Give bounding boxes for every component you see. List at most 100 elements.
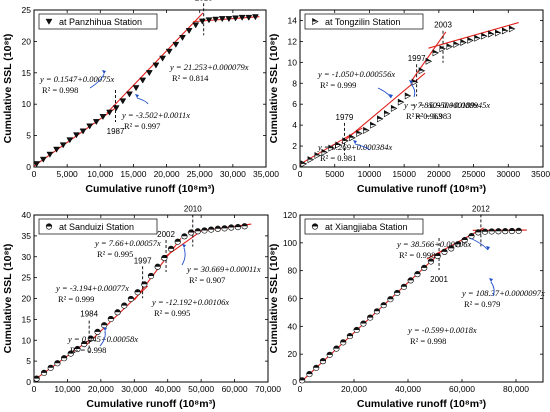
data-point (106, 109, 113, 116)
data-point (245, 14, 253, 21)
fit-r2-5: R² = 0.998 (70, 345, 106, 355)
break-year-1987: 1987 (107, 127, 125, 136)
y-tick-label: 10 (22, 99, 32, 109)
data-point (139, 77, 147, 84)
data-point (79, 128, 87, 135)
data-point (192, 22, 200, 29)
y-axis-title: Cumulative SSL (10⁸t) (2, 34, 14, 144)
plot-frame (299, 9, 544, 168)
data-point (92, 119, 100, 126)
arrow-head (486, 246, 490, 250)
data-point (66, 137, 74, 144)
plot-frame (33, 9, 267, 168)
x-tick-label: 40,000 (155, 384, 181, 394)
data-point (185, 28, 193, 35)
x-tick-label: 20000 (427, 169, 451, 179)
fit-equation-2: y = -3.502+0.0011x (121, 110, 190, 120)
fit-r2-4: R² = 0.995 (154, 308, 190, 318)
fit-r2-3: R² = 0.998 (410, 336, 446, 346)
fit-equation-3: y = 0.269+0.000384x (317, 142, 392, 152)
x-tick-label: 30,000 (220, 169, 246, 179)
data-point (232, 15, 239, 22)
fit-line-3 (410, 31, 447, 82)
y-tick-label: 10 (22, 335, 32, 345)
y-tick-label: 5 (26, 356, 31, 366)
annotation-arrow (136, 97, 149, 105)
x-axis-title: Cumulative runoff (10⁸m³) (357, 398, 486, 410)
fit-line-2 (341, 72, 426, 144)
x-tick-label: 50,000 (188, 384, 214, 394)
y-tick-label: 40 (22, 210, 32, 220)
arrow-head (389, 94, 393, 98)
fit-r2-3: R² = 0.907 (189, 275, 225, 285)
annotation-arrow (99, 330, 106, 347)
arrow-head (103, 327, 107, 331)
y-axis-title: Cumulative SSL (10⁸t) (268, 34, 280, 144)
data-point (218, 16, 226, 23)
annotation-arrow (354, 143, 371, 151)
legend: at Panzhihua Station (38, 13, 158, 30)
x-axis-title: Cumulative runoff (10⁸m³) (85, 183, 214, 195)
data-point (45, 18, 53, 25)
break-year-1984: 1984 (80, 310, 98, 319)
arrow-head (182, 244, 186, 248)
y-tick-label: 15 (22, 314, 32, 324)
break-year-2012: 2012 (472, 204, 490, 213)
data-point (53, 146, 60, 153)
y-tick-label: 120 (283, 210, 297, 220)
arrow-head (353, 140, 357, 144)
annotation-arrow (89, 73, 105, 89)
legend-label: at Panzhihua Station (59, 17, 142, 27)
data-point (99, 114, 107, 121)
legend-box (304, 218, 424, 235)
y-tick-label: 30 (22, 252, 32, 262)
x-tick-label: 80,000 (503, 384, 529, 394)
y-tick-label: 60 (288, 294, 298, 304)
fit-equation-5: y = 0.445+0.00058x (67, 334, 138, 344)
x-tick-label: 0 (298, 384, 303, 394)
data-point (59, 142, 67, 149)
fit-equation-4: y = 7.850+0.000189x (403, 100, 478, 110)
x-tick-label: 60,000 (449, 384, 475, 394)
legend: at Tongzilin Station (304, 13, 424, 30)
y-tick-label: 8 (292, 78, 297, 88)
y-tick-label: 4 (292, 120, 297, 130)
fit-equation-2: y = -6.950+0.000945x (412, 100, 490, 110)
x-tick-label: 35,000 (253, 169, 279, 179)
x-tick-label: 10,000 (54, 384, 80, 394)
y-tick-label: 15 (22, 68, 32, 78)
y-tick-label: 20 (22, 294, 32, 304)
annotation-arrow (490, 281, 495, 297)
y-tick-label: 0 (292, 377, 297, 387)
y-tick-label: 0 (26, 162, 31, 172)
fit-equation-1: y = 38.566+0.00106x (396, 239, 471, 249)
data-series (300, 25, 516, 168)
data-point (46, 151, 54, 158)
fit-r2-1: R² = 0.998 (42, 85, 78, 95)
data-point (145, 70, 153, 77)
x-tick-label: 10,000 (87, 169, 113, 179)
x-tick-label: 0 (32, 384, 37, 394)
data-point (225, 16, 233, 23)
fit-r2-3: R² = 0.981 (320, 153, 356, 163)
break-year-1979: 1979 (336, 113, 354, 122)
data-point (86, 123, 94, 130)
x-tick-label: 5000 (325, 169, 344, 179)
y-axis-title: Cumulative SSL (10⁸t) (268, 244, 280, 354)
x-axis-title: Cumulative runoff (10⁸m³) (357, 183, 486, 195)
data-point (33, 161, 41, 168)
x-tick-label: 30,000 (121, 384, 147, 394)
fit-equation-1: y = 7.66+0.00057x (94, 238, 161, 248)
chart-panel-1: 0 5,000 10,000 15,000 20,000 25,000 30,000 35,0… (2, 0, 279, 195)
fit-r2-4: R² = 0.963 (406, 111, 442, 121)
annotation-arrow (377, 87, 392, 99)
y-tick-label: 12 (288, 36, 298, 46)
y-tick-label: 10 (288, 57, 298, 67)
break-year-2002: 2002 (157, 230, 175, 239)
data-point (205, 17, 213, 24)
fit-r2-1: R² = 0.995 (97, 249, 133, 259)
arrow-head (489, 278, 493, 282)
